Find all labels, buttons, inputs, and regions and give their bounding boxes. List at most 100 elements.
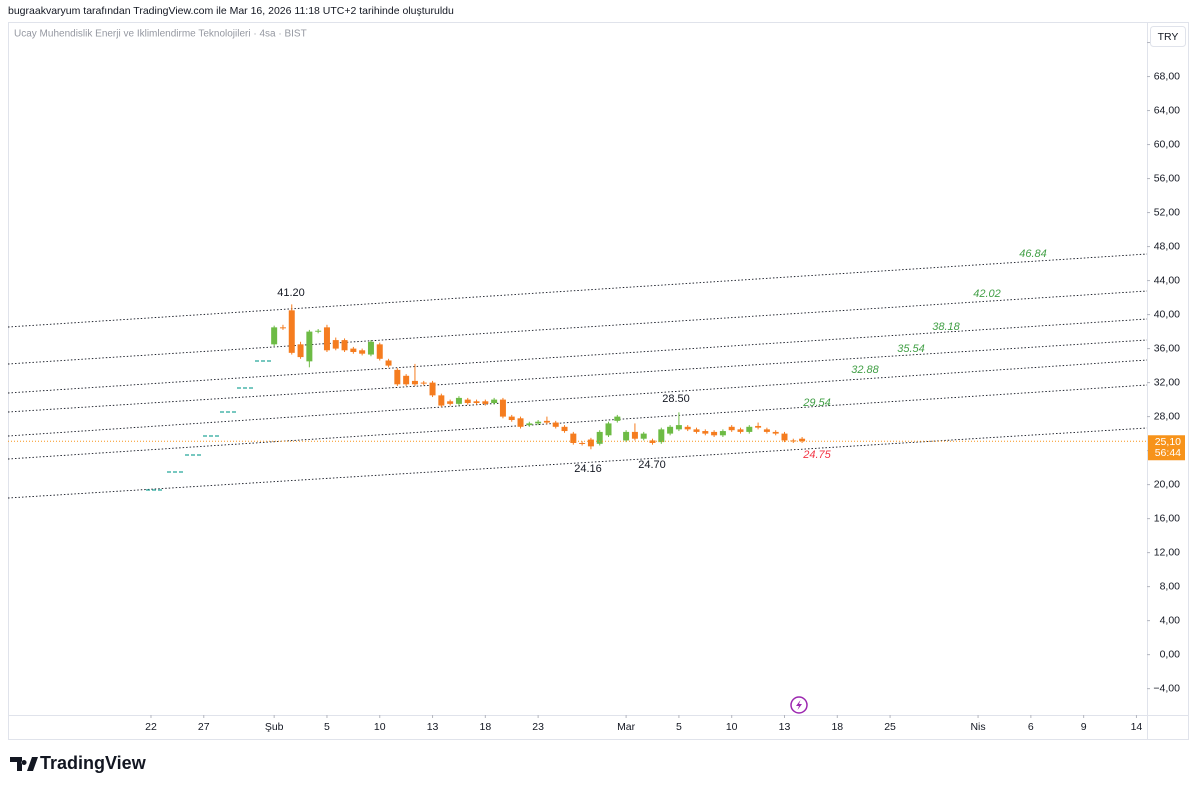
x-tick-label: 13 [779,721,791,733]
candle-body [596,431,603,444]
candle-body [640,433,647,439]
candle-body [508,416,515,421]
candle-body [499,399,506,417]
candle-body [570,433,577,443]
annotation: 41.20 [277,287,305,299]
candle-body [297,344,304,358]
candle-body [561,426,568,432]
candle-body [799,438,806,442]
y-tick-label: 20,00 [1154,478,1180,490]
channel-line [7,339,1148,413]
logo: TradingView [10,753,147,773]
candle-body [429,382,436,396]
candle-body [367,341,374,355]
x-tick-label: 6 [1028,721,1034,733]
candle-body [702,431,709,434]
candle-body [394,369,401,385]
y-tick-label: −4,00 [1153,682,1180,694]
annotation: 24.70 [638,459,666,471]
candle-body [455,397,462,404]
candle-body [411,380,418,385]
candle-body [755,425,762,428]
y-tick-label: 68,00 [1154,70,1180,82]
x-tick-label: 22 [145,721,157,733]
candle-body [420,382,427,384]
annotation: 38.18 [932,321,960,333]
annotation: 24.16 [574,463,602,475]
y-tick-label: 32,00 [1154,376,1180,388]
candle-body [649,440,656,443]
x-tick-label: 27 [198,721,210,733]
candle-body [482,401,489,404]
candle-body [403,375,410,385]
candle-body [728,426,735,431]
candle-body [772,431,779,434]
x-tick-label: 18 [479,721,491,733]
y-tick-label: 44,00 [1154,274,1180,286]
candle-body [464,399,471,404]
x-tick-label: 10 [374,721,386,733]
annotation: 42.02 [973,288,1001,300]
annotation: 35.54 [897,343,925,355]
last-price-label: 25,10 [1155,436,1181,448]
brand: TradingView [40,753,147,773]
chart-title: Ucay Muhendislik Enerji ve Iklimlendirme… [14,29,307,40]
x-tick-label: 13 [427,721,439,733]
currency-button[interactable]: TRY [1150,26,1186,47]
candle-body [719,431,726,436]
channel-line [7,359,1148,437]
x-tick-label: Şub [265,721,284,733]
channel-line [7,253,1148,328]
candle-body [693,429,700,432]
header: bugraakvaryum tarafından TradingView.com… [8,5,454,17]
y-tick-label: 64,00 [1154,104,1180,116]
x-tick-label: 5 [324,721,330,733]
candle-body [623,431,630,441]
candle-body [667,426,674,434]
y-tick-label: 60,00 [1154,138,1180,150]
event-icon[interactable] [790,696,808,714]
x-tick-label: 5 [676,721,682,733]
candle-body [614,416,621,421]
currency: TRY [1158,31,1179,43]
candle-body [658,429,665,443]
candle-body [376,344,383,359]
x-tick-label: 18 [831,721,843,733]
y-tick-label: 12,00 [1154,546,1180,558]
candle-body [605,423,612,436]
candle-body [323,327,330,351]
channel-line [7,384,1148,460]
candle-body [675,425,682,430]
candle-body [526,423,533,426]
support-marks [146,360,272,491]
candle-body [543,420,550,423]
candle-body [631,431,638,439]
candle-body [781,433,788,441]
annotation: 32.88 [851,364,879,376]
channel-line [7,290,1148,365]
chart-frame [8,22,1189,740]
y-tick-label: 56,00 [1154,172,1180,184]
candle-body [288,310,295,353]
candle-body [341,340,348,351]
candle-body [279,327,286,329]
x-tick-label: 23 [532,721,544,733]
annotation: 28.50 [662,393,690,405]
x-tick-label: 9 [1081,721,1087,733]
y-tick-label: 40,00 [1154,308,1180,320]
fib-channel [7,253,1148,499]
candle-body [306,331,313,362]
candle-body [587,439,594,447]
candle-body [491,399,498,404]
candle-body [790,440,797,442]
candle-body [763,429,770,432]
y-tick-label: 48,00 [1154,240,1180,252]
y-tick-label: 16,00 [1154,512,1180,524]
x-tick-label: Mar [617,721,636,733]
candle-body [359,350,366,354]
candle-body [684,426,691,430]
x-tick-label: 14 [1131,721,1143,733]
y-tick-label: 52,00 [1154,206,1180,218]
